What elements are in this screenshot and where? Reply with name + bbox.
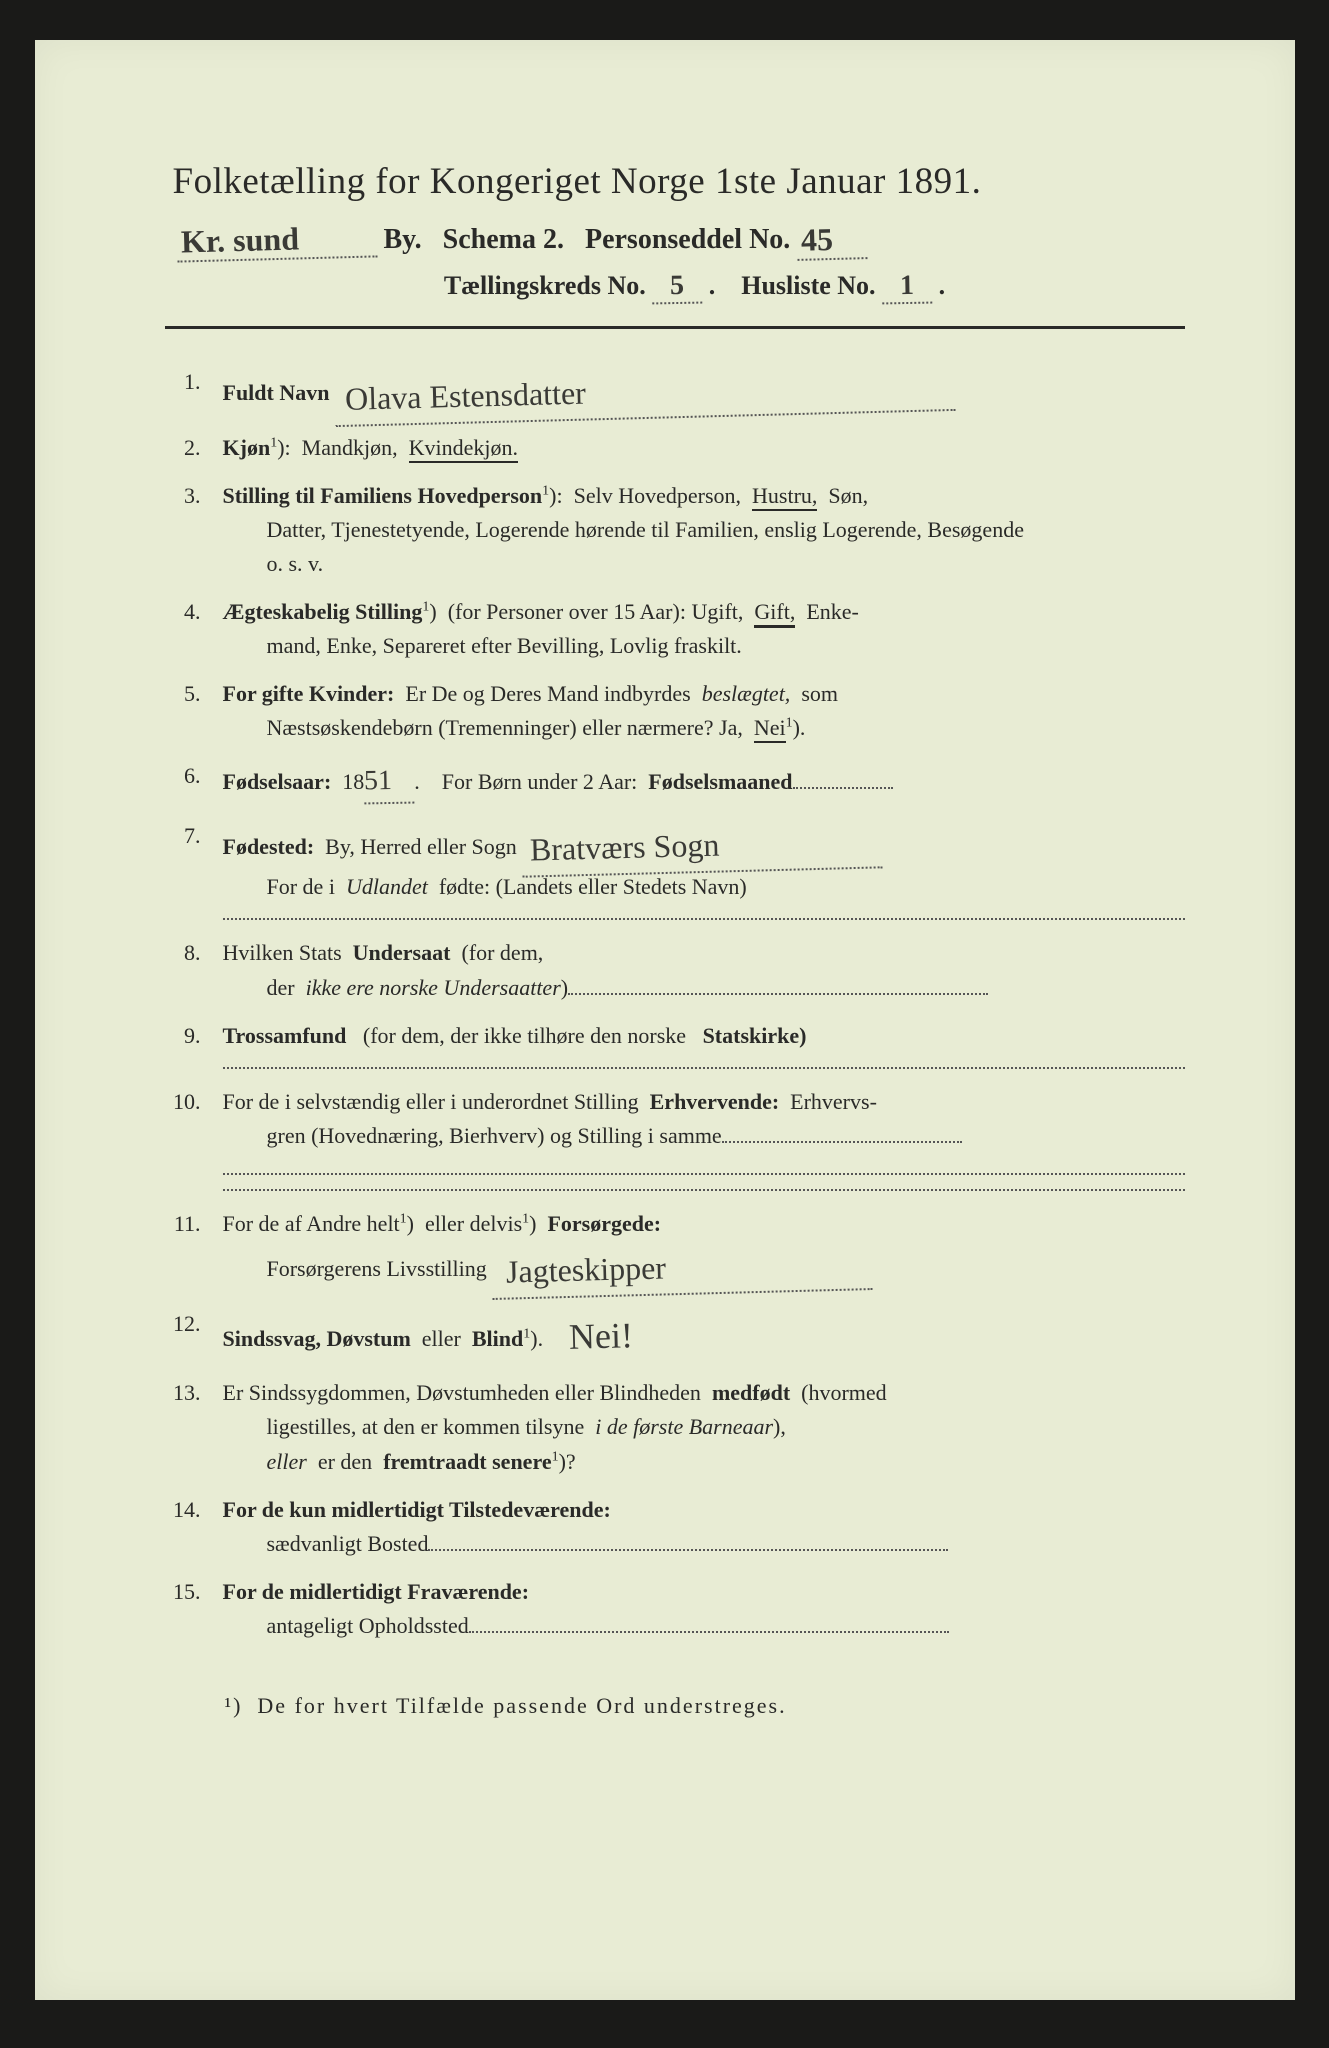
item-9: 9. Trossamfund (for dem, der ikke tilhør…: [165, 1019, 1185, 1053]
item-14: 14. For de kun midlertidigt Tilstedevære…: [165, 1493, 1185, 1561]
item-5: 5. For gifte Kvinder: Er De og Deres Man…: [165, 677, 1185, 745]
city-handwritten: Kr. sund: [176, 218, 377, 262]
header-line-1: Kr. sund By. Schema 2. Personseddel No. …: [165, 219, 1185, 258]
form-title: Folketælling for Kongeriget Norge 1ste J…: [165, 160, 1185, 203]
by-label: By.: [384, 224, 422, 255]
item-12: 12. Sindssvag, Døvstum eller Blind1). Ne…: [165, 1307, 1185, 1363]
item-15: 15. For de midlertidigt Fraværende: anta…: [165, 1575, 1185, 1643]
item-6: 6. Fødselsaar: 1851. For Børn under 2 Aa…: [165, 759, 1185, 804]
husliste-no: 1: [882, 270, 933, 305]
husliste-label: Husliste No.: [741, 271, 875, 300]
provider-hand: Jagteskipper: [492, 1238, 873, 1300]
gift-underlined: Gift,: [754, 599, 795, 628]
kreds-label: Tællingskreds No.: [444, 271, 646, 300]
name-handwritten: Olava Estensdatter: [334, 359, 955, 427]
item-3: 3. Stilling til Familiens Hovedperson1):…: [165, 479, 1185, 581]
item-8: 8. Hvilken Stats Undersaat (for dem, der…: [165, 936, 1185, 1004]
item-7: 7. Fødested: By, Herred eller Sogn Bratv…: [165, 819, 1185, 905]
kvindekjon-underlined: Kvindekjøn.: [409, 435, 518, 463]
census-form-page: Folketælling for Kongeriget Norge 1ste J…: [35, 40, 1295, 2000]
item-13: 13. Er Sindssygdommen, Døvstumheden elle…: [165, 1376, 1185, 1478]
hustru-underlined: Hustru,: [752, 483, 817, 511]
item-10: 10. For de i selvstændig eller i underor…: [165, 1085, 1185, 1175]
dotted-separator: [223, 918, 1185, 920]
item-11: 11. For de af Andre helt1) eller delvis1…: [165, 1207, 1185, 1293]
birthplace-hand: Bratværs Sogn: [522, 816, 883, 877]
item-4: 4. Ægteskabelig Stilling1) (for Personer…: [165, 595, 1185, 663]
item-1: 1. Fuldt Navn Olava Estensdatter: [165, 365, 1185, 417]
header-line-2: Tællingskreds No. 5 . Husliste No. 1 .: [165, 270, 1185, 304]
disability-hand: Nei!: [564, 1308, 637, 1366]
item-2: 2. Kjøn1): Mandkjøn, Kvindekjøn.: [165, 431, 1185, 465]
personseddel-label: Personseddel No.: [585, 224, 790, 255]
divider: [165, 326, 1185, 329]
dotted-separator-2: [223, 1067, 1185, 1069]
footnote: ¹) De for hvert Tilfælde passende Ord un…: [165, 1693, 1185, 1719]
birthyear-hand: 51: [364, 759, 415, 805]
schema-label: Schema 2.: [443, 224, 564, 255]
kreds-no: 5: [652, 270, 703, 305]
nei-underlined: Nei: [754, 715, 786, 743]
personseddel-no: 45: [797, 220, 868, 261]
dotted-separator-3: [223, 1189, 1185, 1191]
